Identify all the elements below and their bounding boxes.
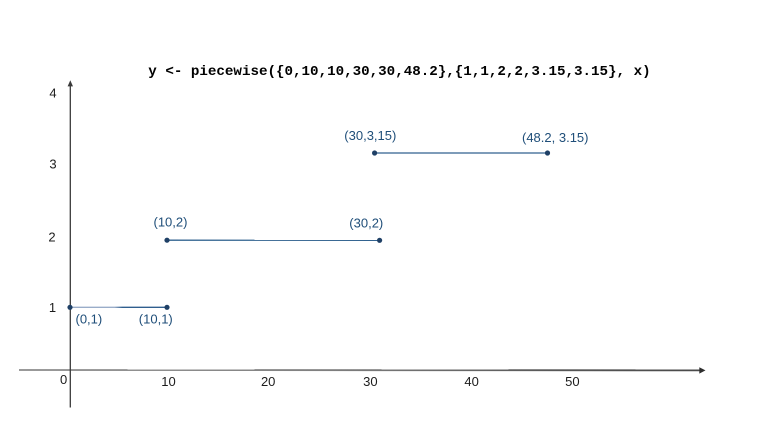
svg-text:(30,2): (30,2) xyxy=(349,216,383,231)
svg-text:20: 20 xyxy=(261,374,275,389)
svg-text:4: 4 xyxy=(49,86,56,101)
svg-text:(10,2): (10,2) xyxy=(154,215,188,230)
svg-text:(0,1): (0,1) xyxy=(76,311,103,326)
svg-text:y <- piecewise({0,10,10,30,30,: y <- piecewise({0,10,10,30,30,48.2},{1,1… xyxy=(148,64,650,80)
svg-text:3: 3 xyxy=(49,157,56,172)
svg-text:50: 50 xyxy=(565,374,579,389)
svg-text:0: 0 xyxy=(60,372,67,387)
svg-text:40: 40 xyxy=(464,374,478,389)
svg-text:(10,1): (10,1) xyxy=(139,311,173,326)
svg-text:10: 10 xyxy=(161,374,175,389)
svg-text:(48.2, 3.15): (48.2, 3.15) xyxy=(522,130,589,145)
svg-text:(30,3,15): (30,3,15) xyxy=(344,128,396,143)
svg-text:1: 1 xyxy=(49,300,56,315)
svg-text:2: 2 xyxy=(48,230,55,245)
svg-text:30: 30 xyxy=(363,374,377,389)
